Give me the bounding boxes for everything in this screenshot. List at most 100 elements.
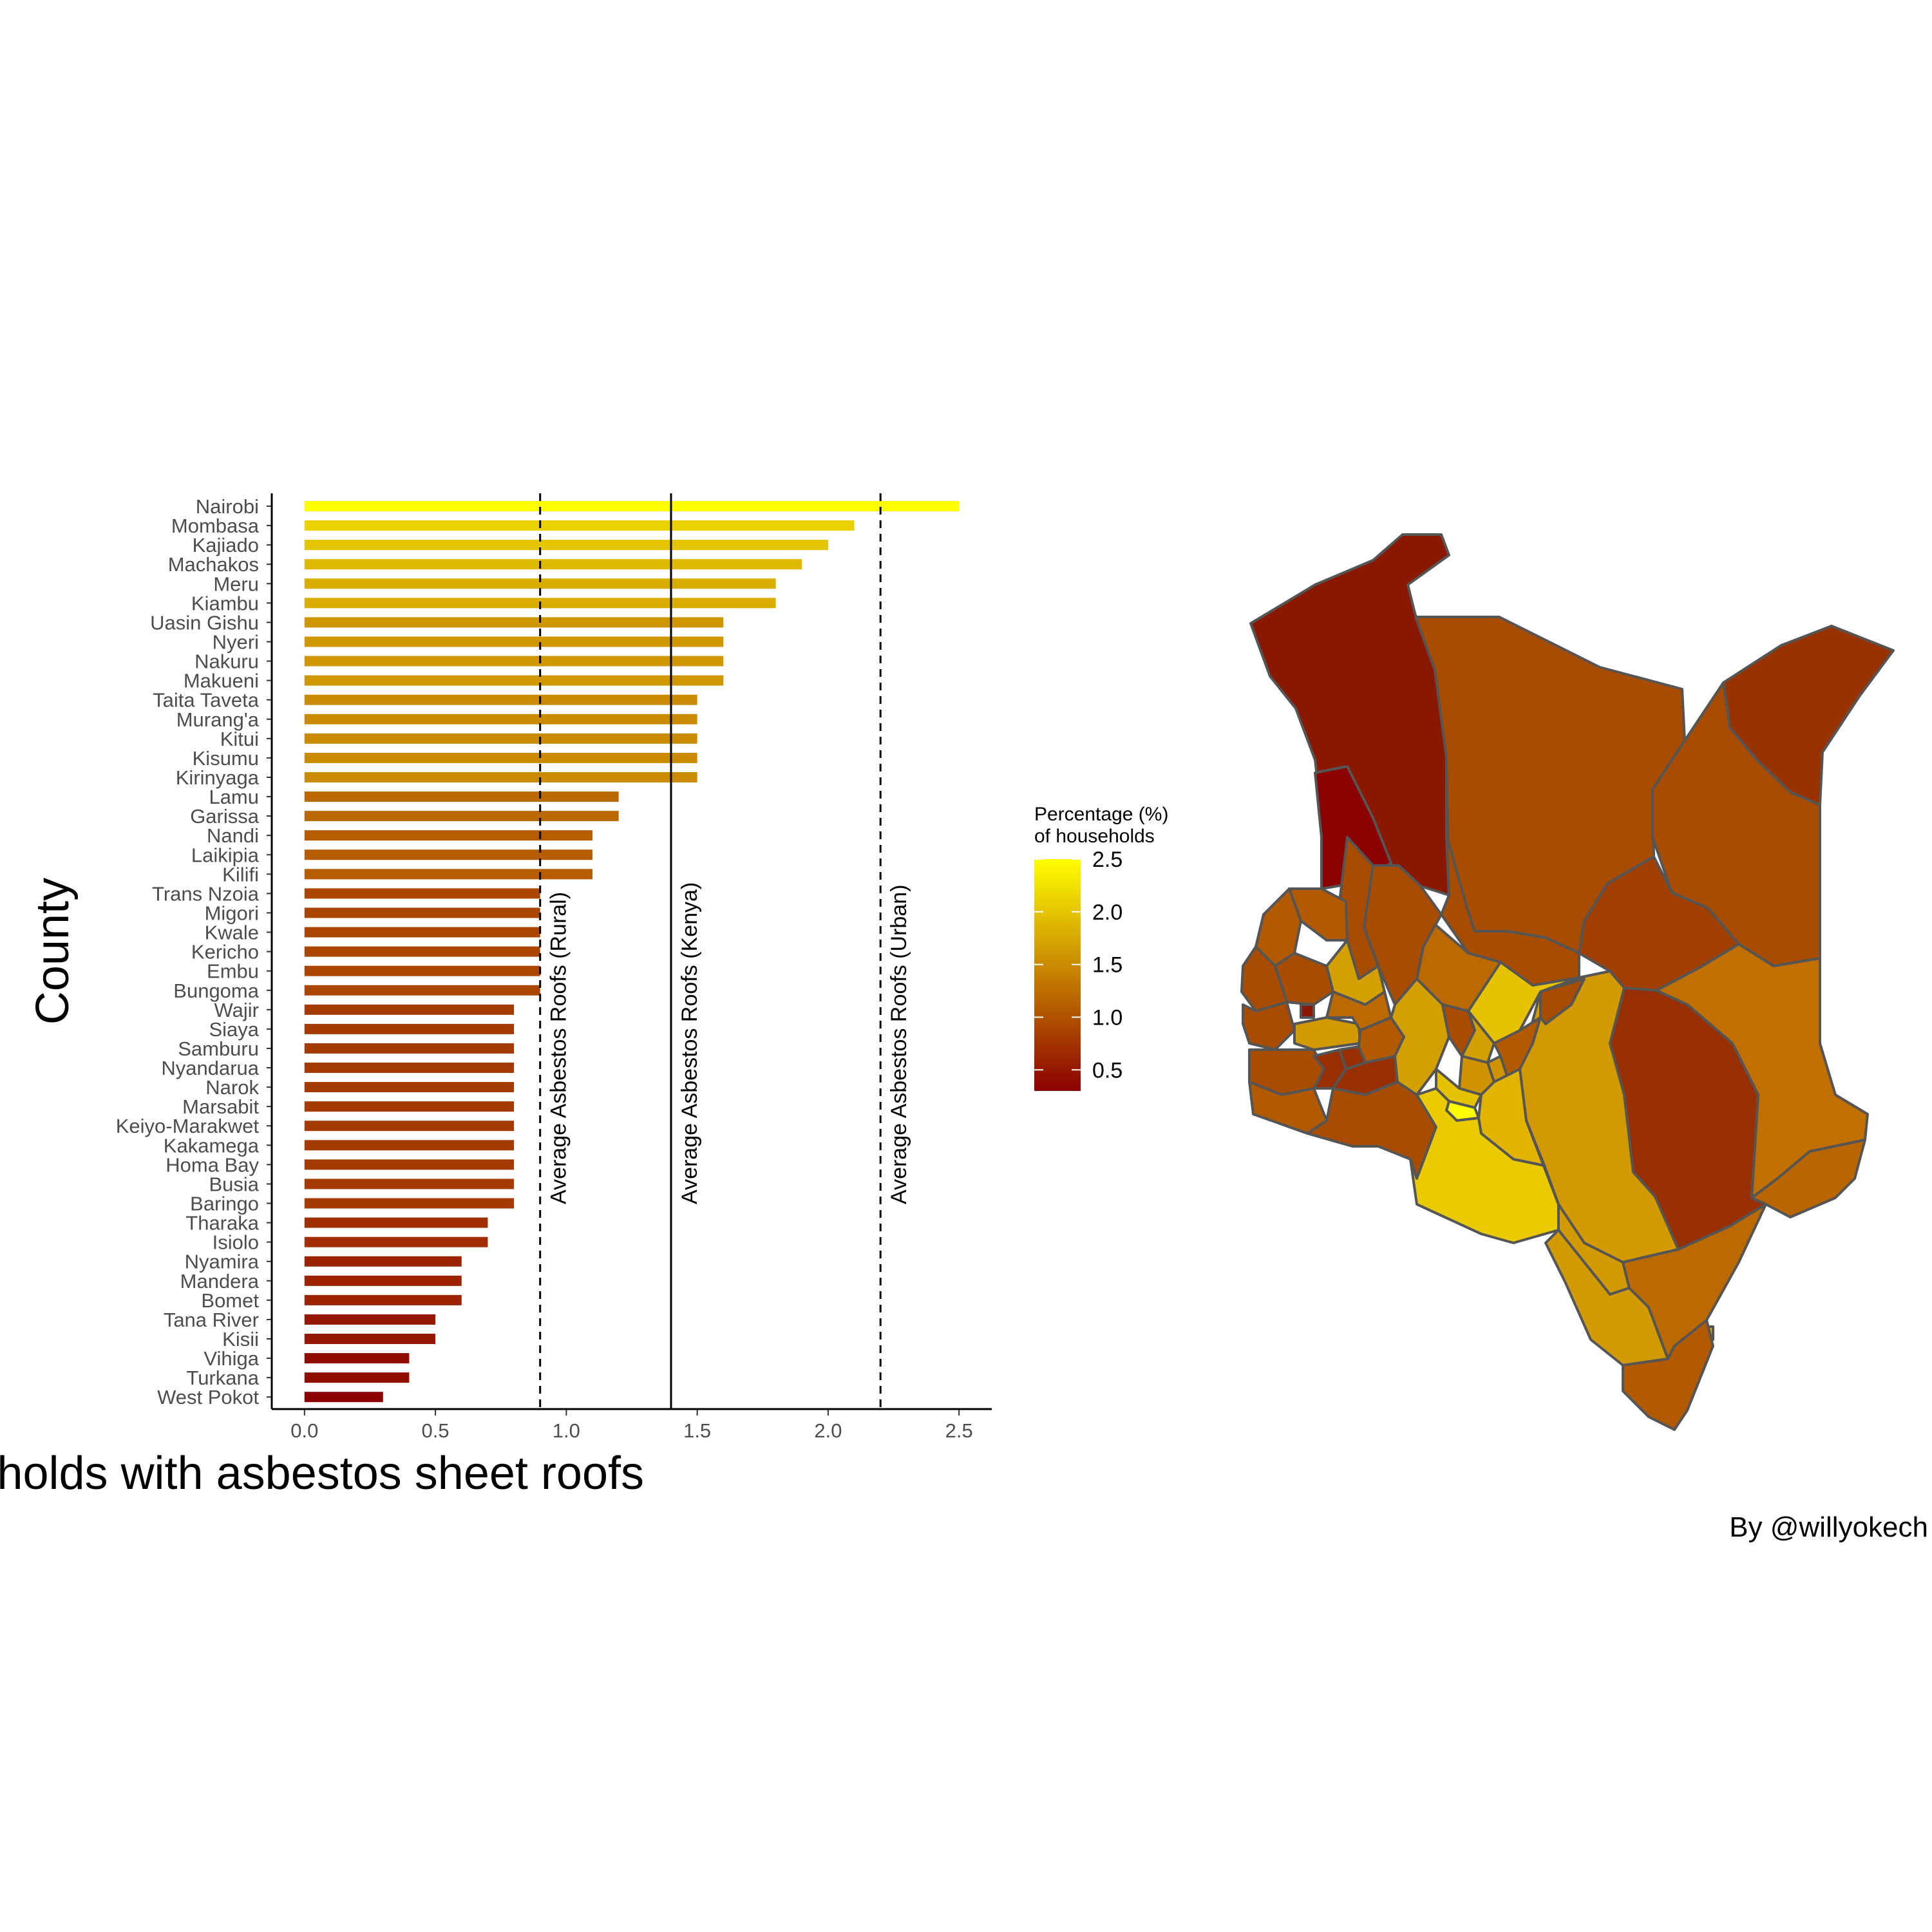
bar-kisii — [304, 1334, 436, 1345]
reference-lines: Average Asbestos Roofs (Rural) Average As… — [539, 493, 911, 1409]
y-tick-label: Siaya — [209, 1018, 259, 1041]
y-tick-label: Bomet — [201, 1289, 259, 1312]
x-tick-label: 0.5 — [422, 1419, 450, 1442]
y-tick-label: Nyandarua — [161, 1057, 259, 1079]
y-tick-label: Migori — [205, 902, 259, 924]
bar-kwale — [304, 927, 540, 938]
bar-migori — [304, 907, 540, 918]
bar-tharaka — [304, 1217, 488, 1228]
x-tick-label: 1.0 — [553, 1419, 580, 1442]
bar-machakos — [304, 559, 802, 570]
y-tick-label: Marsabit — [182, 1095, 259, 1118]
map-region-kwale — [1622, 1319, 1714, 1431]
kenya-choropleth-map — [1240, 533, 1895, 1431]
legend-tick-label: 1.5 — [1092, 953, 1122, 978]
bar-kirinyaga — [304, 772, 697, 782]
map-region-siaya — [1242, 1001, 1296, 1051]
legend-ticks: 2.5 2.0 1.5 1.0 0.5 — [1034, 848, 1122, 1083]
bar-nyandarua — [304, 1063, 515, 1074]
legend-tick-label: 1.0 — [1092, 1005, 1122, 1030]
legend-tick-label: 0.5 — [1092, 1058, 1122, 1083]
bar-makueni — [304, 675, 724, 686]
bar-trans-nzoia — [304, 888, 540, 899]
bar-nandi — [304, 830, 593, 841]
bar-kisumu — [304, 752, 697, 763]
bar-homa-bay — [304, 1159, 515, 1170]
y-tick-label: Wajir — [214, 999, 259, 1021]
bar-kakamega — [304, 1140, 515, 1151]
bar-vihiga — [304, 1353, 410, 1364]
y-tick-label: Laikipia — [191, 844, 260, 866]
y-tick-label: Kwale — [205, 922, 259, 944]
bar-samburu — [304, 1043, 515, 1054]
y-tick-label: Kilifi — [222, 863, 259, 886]
y-tick-label: Taita Taveta — [153, 689, 260, 712]
y-tick-label: Murang'a — [176, 708, 260, 731]
y-tick-label: Homa Bay — [166, 1153, 259, 1176]
y-tick-label: Isiolo — [213, 1231, 259, 1254]
y-tick-label: West Pokot — [157, 1386, 259, 1408]
y-tick-label: Nakuru — [194, 650, 259, 673]
bar-turkana — [304, 1372, 410, 1383]
reference-line-label: Average Asbestos Roofs (Rural) — [547, 892, 571, 1204]
bar-mombasa — [304, 520, 855, 531]
y-tick-label: Makueni — [184, 670, 259, 692]
y-tick-label: Kisii — [222, 1328, 259, 1350]
y-tick-label: Nandi — [207, 824, 259, 847]
y-tick-label: Vihiga — [204, 1347, 259, 1370]
legend-colorbar — [1034, 859, 1081, 1091]
bar-keiyo-marakwet — [304, 1121, 515, 1132]
bar-siaya — [304, 1023, 515, 1034]
bar-chart-panel: Average Asbestos Roofs (Rural) Average As… — [0, 493, 992, 1499]
x-tick-label: 2.0 — [814, 1419, 842, 1442]
map-region-vihiga — [1300, 1003, 1315, 1019]
y-tick-label: Keiyo-Marakwet — [116, 1115, 260, 1137]
bar-garissa — [304, 811, 619, 822]
x-tick-label: 0.0 — [290, 1419, 318, 1442]
bar-nairobi — [304, 501, 960, 511]
bar-series — [304, 501, 960, 1403]
y-tick-label: Kakamega — [164, 1134, 260, 1157]
legend-title-line-2: of households — [1034, 826, 1155, 847]
y-tick-label: Mombasa — [171, 515, 260, 537]
map-region-embu — [1493, 1016, 1542, 1077]
bar-taita-taveta — [304, 694, 697, 705]
caption: By @willyokech — [1729, 1511, 1928, 1543]
bar-embu — [304, 965, 540, 976]
map-region-tharaka — [1539, 978, 1586, 1025]
y-tick-label: Mandera — [180, 1270, 260, 1293]
y-tick-label: Baringo — [190, 1193, 259, 1215]
y-tick-label: Meru — [213, 573, 259, 595]
y-tick-label: Lamu — [209, 786, 259, 808]
y-tick-label: Machakos — [168, 553, 259, 576]
y-axis-title: County — [27, 878, 79, 1025]
bar-isiolo — [304, 1236, 488, 1247]
y-tick-label: Embu — [207, 960, 259, 983]
y-tick-label: Nyeri — [213, 630, 259, 653]
y-tick-label: Nairobi — [196, 495, 259, 518]
bar-west-pokot — [304, 1392, 383, 1403]
legend-tick-label: 2.5 — [1092, 848, 1122, 872]
y-tick-label: Tharaka — [185, 1212, 259, 1235]
y-tick-label: Samburu — [178, 1037, 259, 1060]
color-legend: Percentage (%) of households 2.5 2.0 1.5 1.… — [1034, 804, 1168, 1091]
y-tick-labels: NairobiMombasaKajiadoMachakosMeruKiambuU… — [116, 495, 272, 1408]
bar-laikipia — [304, 849, 593, 860]
bar-murang-a — [304, 714, 697, 724]
map-region-lamu — [1750, 1139, 1866, 1218]
x-tick-label: 2.5 — [945, 1419, 973, 1442]
y-tick-label: Kitui — [220, 728, 259, 750]
y-tick-label: Bungoma — [173, 980, 259, 1002]
y-tick-label: Uasin Gishu — [150, 611, 259, 634]
map-region-kisumu — [1293, 1016, 1361, 1051]
bar-kilifi — [304, 869, 593, 880]
bar-bomet — [304, 1294, 462, 1305]
bar-busia — [304, 1179, 515, 1189]
y-tick-label: Kericho — [191, 941, 259, 963]
y-tick-label: Kiambu — [191, 592, 259, 614]
bar-narok — [304, 1082, 515, 1093]
bar-bungoma — [304, 985, 540, 996]
y-tick-label: Busia — [209, 1173, 259, 1195]
bar-meru — [304, 578, 776, 589]
